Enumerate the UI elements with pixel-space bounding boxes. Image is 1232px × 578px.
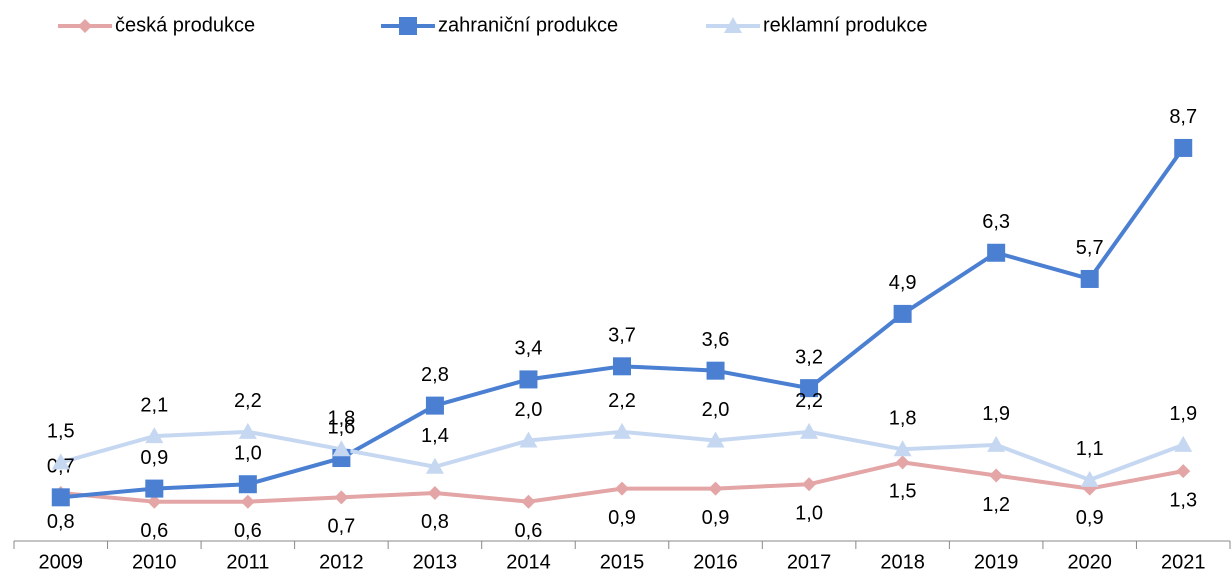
point-marker xyxy=(893,440,912,457)
data-label: 2,0 xyxy=(515,399,543,421)
data-label: 1,4 xyxy=(421,425,449,447)
point-marker xyxy=(987,435,1006,452)
data-label: 2,2 xyxy=(608,390,636,412)
point-marker xyxy=(240,494,255,509)
x-tick-label: 2018 xyxy=(880,551,925,573)
point-marker xyxy=(708,481,723,496)
data-label: 1,5 xyxy=(47,421,75,443)
data-label: 8,7 xyxy=(1169,106,1197,128)
point-marker xyxy=(51,453,70,470)
point-marker xyxy=(1080,269,1099,288)
point-marker xyxy=(893,304,912,323)
data-label: 2,0 xyxy=(702,399,730,421)
data-label: 1,9 xyxy=(1169,403,1197,425)
legend-marker xyxy=(399,17,417,35)
series-line xyxy=(60,429,1184,482)
point-marker xyxy=(332,440,351,457)
point-marker xyxy=(425,396,444,415)
data-label: 5,7 xyxy=(1076,237,1104,259)
point-marker xyxy=(895,455,910,470)
point-marker xyxy=(987,243,1006,262)
point-marker xyxy=(51,488,70,507)
legend-marker xyxy=(78,19,92,33)
data-label: 3,4 xyxy=(515,338,543,360)
point-marker xyxy=(615,481,629,496)
data-label: 1,0 xyxy=(234,443,262,465)
x-tick-label: 2013 xyxy=(413,551,458,573)
data-label: 0,6 xyxy=(515,520,543,542)
data-label: 1,6 xyxy=(327,416,355,438)
legend-label: česká produkce xyxy=(115,14,255,36)
data-label: 0,8 xyxy=(47,511,75,533)
data-label: 0,6 xyxy=(140,520,168,542)
data-label: 3,7 xyxy=(608,325,636,347)
x-tick-label: 2010 xyxy=(132,551,177,573)
data-label: 1,1 xyxy=(1076,438,1104,460)
data-label: 0,9 xyxy=(140,447,168,469)
x-tick-label: 2017 xyxy=(787,551,832,573)
series-line xyxy=(60,146,1185,500)
point-marker xyxy=(989,468,1004,483)
point-marker xyxy=(1174,138,1193,157)
point-marker xyxy=(802,477,817,492)
point-marker xyxy=(519,370,538,389)
point-marker xyxy=(800,379,819,398)
point-marker xyxy=(613,422,631,439)
point-marker xyxy=(706,361,725,380)
data-label: 1,8 xyxy=(889,408,917,430)
legend-label: reklamní produkce xyxy=(763,14,928,36)
data-label: 0,8 xyxy=(421,511,449,533)
data-label: 0,9 xyxy=(702,507,730,529)
data-label: 1,2 xyxy=(982,494,1010,516)
data-label: 2,2 xyxy=(795,390,823,412)
point-marker xyxy=(145,479,164,498)
data-label: 1,0 xyxy=(795,503,823,525)
data-label: 0,7 xyxy=(327,516,355,538)
data-label: 1,8 xyxy=(327,408,355,430)
data-label: 1,3 xyxy=(1169,489,1197,511)
data-label: 0,9 xyxy=(608,507,636,529)
point-marker xyxy=(1176,464,1191,479)
point-marker xyxy=(519,431,538,448)
x-tick-label: 2021 xyxy=(1161,551,1206,573)
point-marker xyxy=(521,494,536,509)
point-marker xyxy=(613,357,631,376)
data-label: 1,5 xyxy=(889,481,917,503)
data-label: 3,2 xyxy=(795,346,823,368)
point-marker xyxy=(238,475,257,494)
x-tick-label: 2015 xyxy=(600,551,645,573)
point-marker xyxy=(706,431,725,448)
data-label: 2,8 xyxy=(421,364,449,386)
data-label: 4,9 xyxy=(889,272,917,294)
data-label: 1,9 xyxy=(982,403,1010,425)
x-tick-label: 2019 xyxy=(974,551,1019,573)
x-tick-label: 2016 xyxy=(693,551,738,573)
point-marker xyxy=(427,485,442,500)
data-label: 0,6 xyxy=(234,520,262,542)
point-marker xyxy=(238,422,257,439)
data-label: 3,6 xyxy=(702,329,730,351)
x-tick-label: 2011 xyxy=(226,551,269,573)
point-marker xyxy=(1174,435,1193,452)
point-marker xyxy=(1080,470,1099,487)
point-marker xyxy=(334,490,349,505)
data-label: 6,3 xyxy=(982,211,1010,233)
point-marker xyxy=(145,427,164,444)
data-label: 2,1 xyxy=(140,394,168,416)
legend-label: zahraniční produkce xyxy=(438,14,618,36)
data-label: 0,9 xyxy=(1076,507,1104,529)
data-label: 2,2 xyxy=(234,390,262,412)
point-marker xyxy=(147,494,162,509)
point-marker xyxy=(425,457,444,474)
legend-marker xyxy=(724,17,742,33)
point-marker xyxy=(800,422,819,439)
x-tick-label: 2012 xyxy=(319,551,364,573)
x-tick-label: 2009 xyxy=(39,551,84,573)
x-tick-label: 2014 xyxy=(506,551,551,573)
x-tick-label: 2020 xyxy=(1067,551,1112,573)
